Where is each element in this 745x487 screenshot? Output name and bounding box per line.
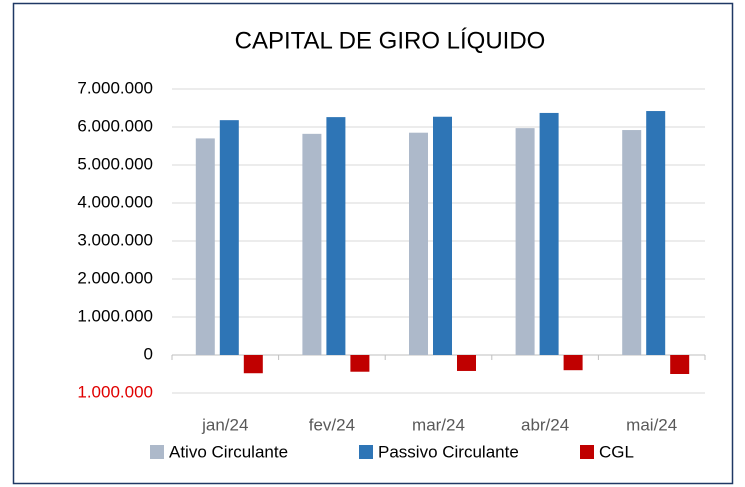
bar [670, 355, 690, 374]
legend-label: Passivo Circulante [378, 442, 519, 461]
bar [433, 116, 452, 356]
y-tick-label: 0 [144, 344, 153, 363]
bar [326, 117, 346, 356]
bar [195, 138, 215, 355]
y-tick-label: 5.000.000 [77, 154, 153, 173]
x-tick-label: mar/24 [412, 415, 465, 434]
bar [457, 355, 476, 371]
x-tick-label: jan/24 [201, 415, 248, 434]
bar [302, 133, 322, 355]
y-tick-label: 7.000.000 [77, 78, 153, 97]
bar [219, 120, 239, 355]
x-tick-label: abr/24 [521, 415, 569, 434]
bar [409, 132, 428, 355]
legend-label: Ativo Circulante [169, 442, 288, 461]
bar [539, 112, 559, 355]
y-tick-label: 1.000.000 [77, 306, 153, 325]
bar [350, 355, 370, 372]
legend-label: CGL [599, 442, 634, 461]
x-tick-label: mai/24 [626, 415, 677, 434]
legend-swatch [580, 445, 594, 459]
legend-swatch [359, 445, 373, 459]
bar [563, 355, 583, 371]
y-tick-label: 4.000.000 [77, 192, 153, 211]
chart-frame [12, 2, 734, 485]
chart-title: CAPITAL DE GIRO LÍQUIDO [235, 27, 546, 54]
legend-swatch [150, 445, 164, 459]
bar [515, 128, 535, 355]
bar [243, 355, 263, 374]
y-tick-label: 2.000.000 [77, 268, 153, 287]
y-tick-label: 1.000.000 [77, 382, 153, 401]
bar [622, 130, 642, 355]
x-tick-label: fev/24 [309, 415, 355, 434]
bar [646, 111, 666, 355]
y-tick-label: 6.000.000 [77, 116, 153, 135]
y-tick-label: 3.000.000 [77, 230, 153, 249]
